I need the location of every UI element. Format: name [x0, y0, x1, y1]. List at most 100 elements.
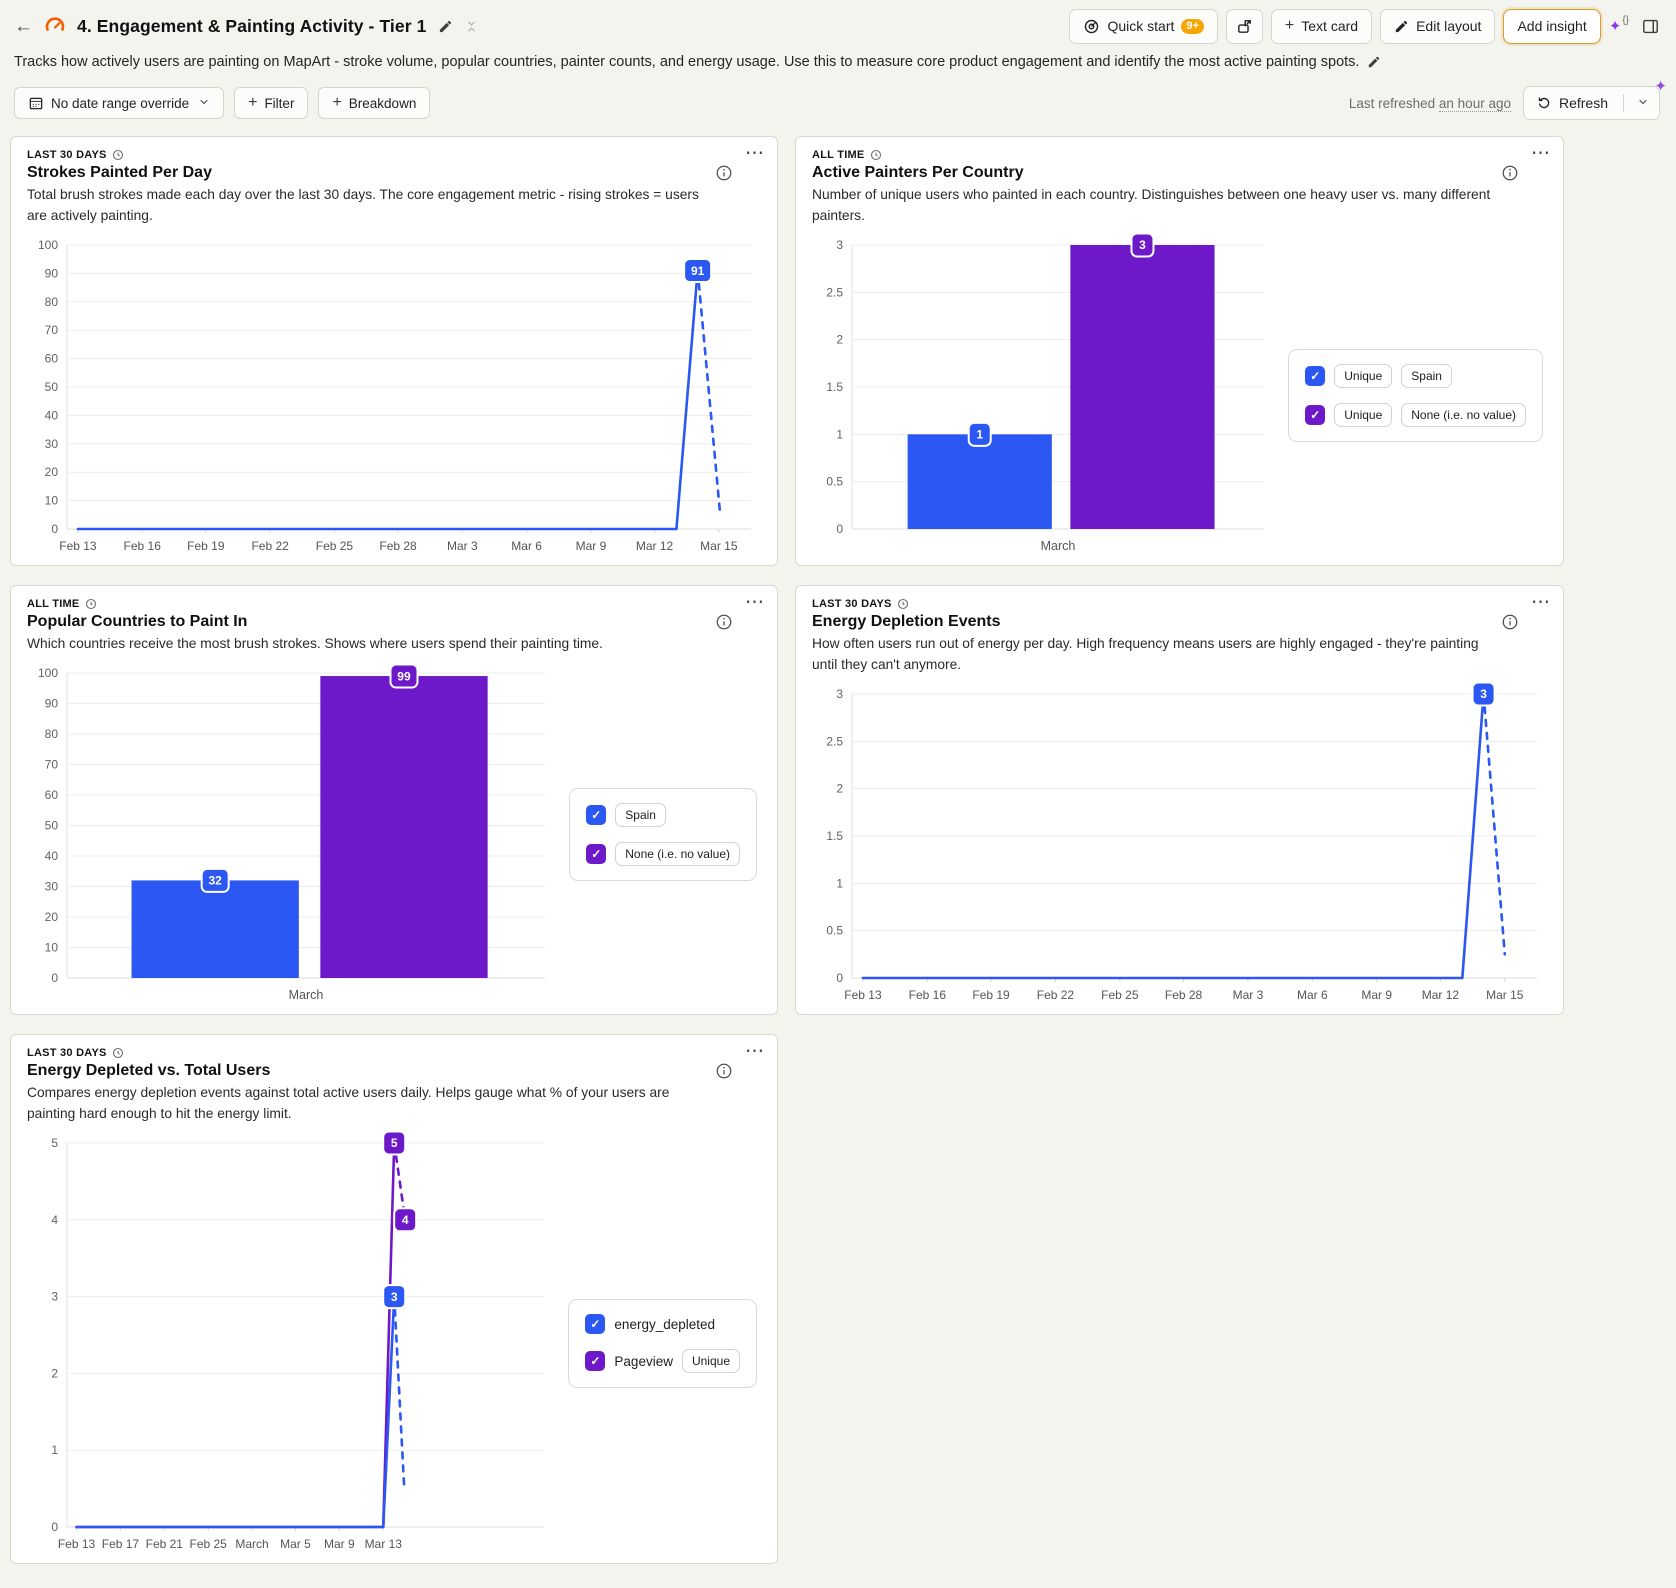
insight-card-popular-countries: ⋯ ALL TIME Popular Countries to Paint In…	[10, 585, 778, 1015]
svg-text:3: 3	[1480, 687, 1487, 701]
svg-text:5: 5	[391, 1136, 398, 1150]
checkbox-icon[interactable]: ✓	[585, 1351, 606, 1372]
dashboard-gauge-icon	[43, 14, 67, 38]
svg-text:Mar 9: Mar 9	[1361, 988, 1392, 1002]
edit-description-icon[interactable]	[1367, 55, 1381, 69]
svg-text:Feb 25: Feb 25	[190, 1537, 228, 1551]
svg-text:Mar 12: Mar 12	[1422, 988, 1460, 1002]
time-range-badge: LAST 30 DAYS	[27, 1047, 761, 1059]
checkbox-icon[interactable]: ✓	[585, 1314, 606, 1335]
svg-text:50: 50	[45, 818, 59, 832]
share-button[interactable]	[1225, 8, 1263, 44]
date-range-dropdown[interactable]: No date range override	[14, 87, 225, 119]
checkbox-icon[interactable]: ✓	[586, 843, 607, 864]
plus-icon: +	[332, 94, 342, 111]
svg-text:Feb 21: Feb 21	[146, 1537, 184, 1551]
bar-chart-active-painters[interactable]: 0 0.5 1 1.5 2 2.5 3 1 3 March	[812, 232, 1274, 559]
ai-sparkle-braces-icon[interactable]: ✦{}	[1609, 15, 1629, 35]
checkbox-icon[interactable]: ✓	[586, 804, 607, 825]
legend-item: ✓ None (i.e. no value)	[586, 841, 740, 866]
text-card-label: Text card	[1301, 18, 1359, 34]
svg-text:91: 91	[691, 264, 705, 278]
legend-breakdown-pill[interactable]: Spain	[1401, 364, 1452, 389]
card-description: Total brush strokes made each day over t…	[27, 187, 699, 223]
collapse-icon[interactable]	[465, 20, 478, 33]
info-icon[interactable]	[1501, 613, 1519, 631]
edit-layout-button[interactable]: Edit layout	[1380, 8, 1496, 44]
time-range-label: LAST 30 DAYS	[27, 149, 107, 161]
svg-text:Feb 16: Feb 16	[124, 539, 162, 553]
checkbox-icon[interactable]: ✓	[1305, 405, 1326, 426]
top-actions: Quick start 9+ + Text card Edit layout A…	[1069, 8, 1660, 44]
side-panel-toggle-icon[interactable]	[1641, 17, 1660, 36]
info-icon[interactable]	[715, 613, 733, 631]
legend-series-pill[interactable]: None (i.e. no value)	[615, 841, 740, 866]
svg-text:Feb 19: Feb 19	[972, 988, 1010, 1002]
svg-text:3: 3	[1139, 238, 1146, 252]
card-menu-button[interactable]: ⋯	[745, 1041, 765, 1062]
refresh-icon	[1536, 95, 1552, 111]
sparkle-icon: ✦	[1654, 78, 1667, 95]
last-refreshed-time[interactable]: an hour ago	[1438, 95, 1511, 112]
plus-icon: +	[248, 94, 258, 111]
svg-text:60: 60	[45, 788, 59, 802]
legend-item: ✓ Pageview Unique	[585, 1349, 740, 1374]
bar-chart-popular-countries[interactable]: 0 10 20 30 40 50 60 70 80 90 100 32 99 March	[27, 661, 555, 1008]
svg-text:Feb 13: Feb 13	[844, 988, 882, 1002]
legend-series-label[interactable]: energy_depleted	[614, 1316, 716, 1332]
legend-item: ✓ Unique Spain	[1305, 364, 1526, 389]
add-filter-button[interactable]: + Filter	[234, 87, 309, 119]
svg-text:4: 4	[402, 1213, 409, 1227]
svg-text:Feb 22: Feb 22	[1037, 988, 1075, 1002]
card-description: Compares energy depletion events against…	[27, 1085, 670, 1121]
svg-text:90: 90	[45, 266, 59, 280]
page-title: 4. Engagement & Painting Activity - Tier…	[77, 15, 427, 36]
legend-item: ✓ Spain	[586, 802, 740, 827]
quick-start-button[interactable]: Quick start 9+	[1069, 8, 1218, 44]
info-icon[interactable]	[715, 164, 733, 182]
card-menu-button[interactable]: ⋯	[1531, 592, 1551, 613]
card-menu-button[interactable]: ⋯	[1531, 143, 1551, 164]
info-icon[interactable]	[1501, 164, 1519, 182]
svg-text:Mar 15: Mar 15	[700, 539, 738, 553]
svg-text:20: 20	[45, 910, 59, 924]
svg-text:1: 1	[836, 876, 843, 890]
chart-legend: ✓ energy_depleted ✓ Pageview Unique	[568, 1299, 757, 1389]
quick-start-label: Quick start	[1107, 18, 1175, 34]
svg-text:Mar 9: Mar 9	[324, 1537, 355, 1551]
braces-icon: {}	[1622, 15, 1629, 26]
add-text-card-button[interactable]: + Text card	[1270, 8, 1373, 44]
card-title: Energy Depleted vs. Total Users	[27, 1062, 271, 1079]
back-icon[interactable]: ←	[14, 15, 33, 37]
add-insight-button[interactable]: Add insight	[1503, 8, 1601, 44]
legend-series-pill[interactable]: Unique	[1334, 403, 1393, 428]
card-menu-button[interactable]: ⋯	[745, 592, 765, 613]
refresh-button[interactable]: Refresh	[1522, 86, 1660, 120]
svg-text:99: 99	[397, 669, 411, 683]
svg-text:0.5: 0.5	[826, 475, 843, 489]
chevron-down-icon[interactable]	[1637, 96, 1649, 111]
legend-unique-pill[interactable]: Unique	[681, 1349, 740, 1374]
legend-series-label[interactable]: Pageview	[614, 1353, 673, 1369]
card-menu-button[interactable]: ⋯	[745, 143, 765, 164]
legend-series-pill[interactable]: Spain	[615, 802, 666, 827]
legend-item: ✓ Unique None (i.e. no value)	[1305, 403, 1526, 428]
line-chart-energy-depletion[interactable]: 0 0.5 1 1.5 2 2.5 3 Feb 13 Feb 16 Feb 19 Feb 22 Feb…	[812, 681, 1547, 1008]
svg-text:0: 0	[836, 971, 843, 985]
svg-text:0.5: 0.5	[826, 924, 843, 938]
time-range-label: ALL TIME	[27, 598, 80, 610]
add-breakdown-button[interactable]: + Breakdown	[318, 87, 431, 119]
edit-title-icon[interactable]	[438, 19, 453, 34]
svg-text:80: 80	[45, 295, 59, 309]
svg-text:20: 20	[45, 465, 59, 479]
line-chart-energy-vs-users[interactable]: 0 1 2 3 4 5 Feb 13 Feb 17 Feb 21 Feb 25 March Mar 5…	[27, 1130, 554, 1557]
time-range-label: LAST 30 DAYS	[27, 1047, 107, 1059]
legend-series-pill[interactable]: Unique	[1334, 364, 1393, 389]
chart-legend: ✓ Spain ✓ None (i.e. no value)	[569, 787, 757, 881]
svg-text:Mar 3: Mar 3	[1233, 988, 1264, 1002]
legend-breakdown-pill[interactable]: None (i.e. no value)	[1401, 403, 1526, 428]
checkbox-icon[interactable]: ✓	[1305, 366, 1326, 387]
line-chart-strokes-painted[interactable]: 0 10 20 30 40 50 60 70 80 90 100 Feb 13 Feb 16 Feb 19…	[27, 233, 761, 559]
target-icon	[1083, 18, 1100, 35]
info-icon[interactable]	[715, 1062, 733, 1080]
